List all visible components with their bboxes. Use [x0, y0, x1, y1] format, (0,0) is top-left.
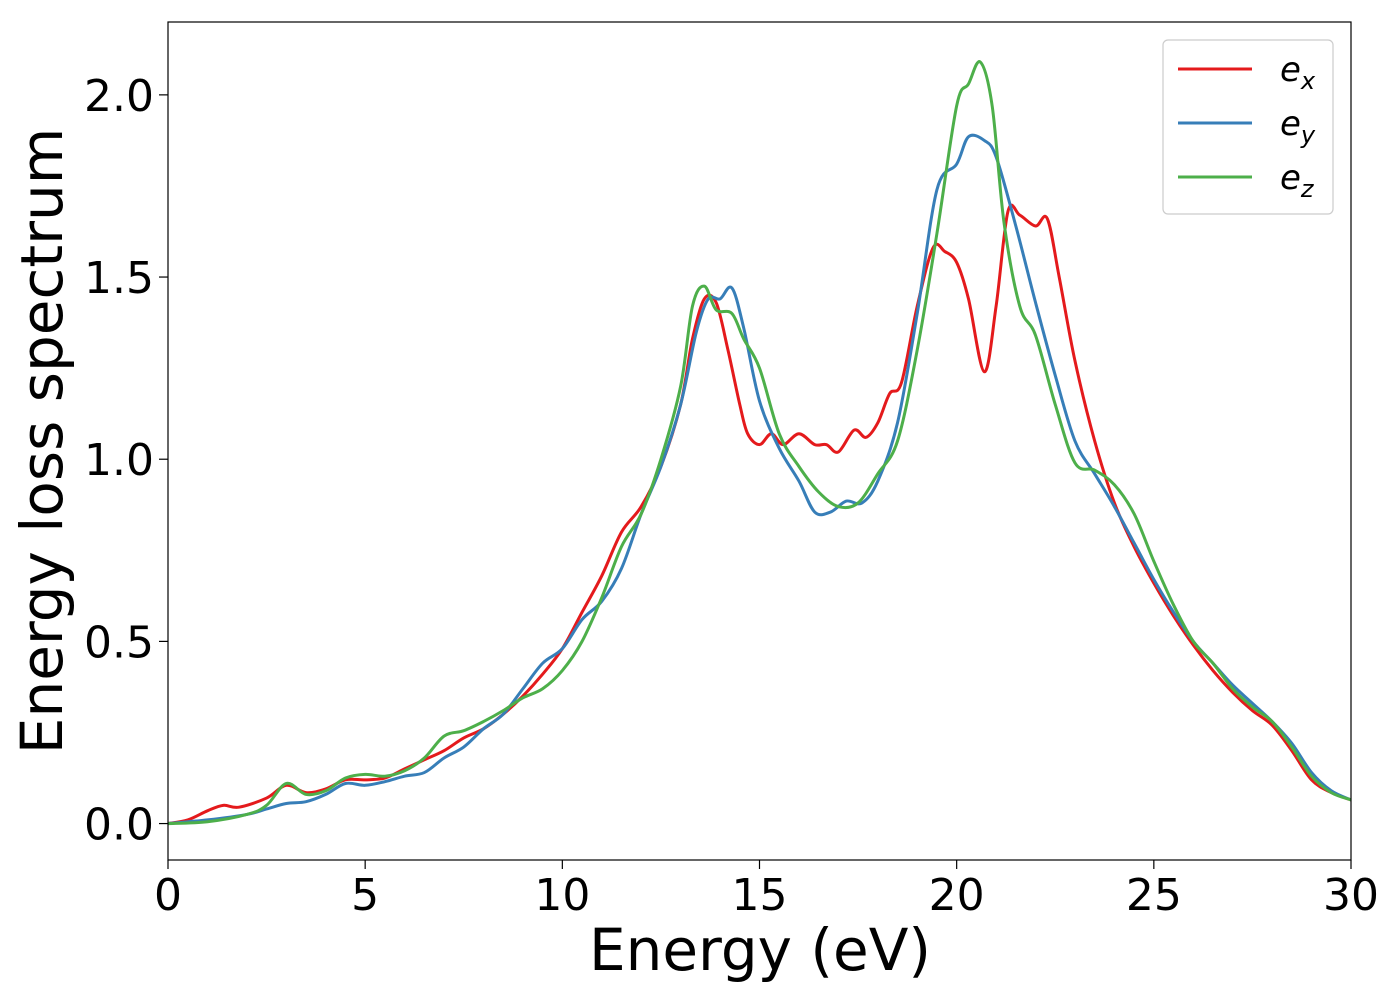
y-tick-label: 1.5	[84, 253, 154, 304]
x-tick-label: 20	[929, 870, 985, 921]
y-tick-label: 1.0	[84, 435, 154, 486]
y-tick-label: 0.0	[84, 800, 154, 851]
x-tick-label: 5	[351, 870, 379, 921]
x-tick-label: 0	[154, 870, 182, 921]
legend-label: ex	[1280, 50, 1316, 95]
series-line-e-y	[168, 133, 1351, 826]
y-axis-ticks: 0.0 0.5 1.0 1.5 2.0	[84, 71, 168, 851]
y-tick-label: 0.5	[84, 617, 154, 668]
legend-label: ez	[1280, 158, 1315, 203]
legend-label: ey	[1280, 104, 1316, 149]
series-line-e-x	[168, 203, 1351, 826]
x-axis-title: Energy (eV)	[589, 916, 931, 984]
x-axis-ticks: 0 5 10 15 20 25 30	[154, 860, 1379, 921]
x-tick-label: 10	[534, 870, 590, 921]
legend: ex ey ez	[1162, 39, 1334, 215]
x-tick-label: 25	[1126, 870, 1182, 921]
series-line-e-z	[168, 60, 1351, 826]
x-tick-label: 15	[732, 870, 788, 921]
y-axis-title: Energy loss spectrum	[8, 128, 76, 754]
y-tick-label: 2.0	[84, 71, 154, 122]
x-tick-label: 30	[1323, 870, 1379, 921]
legend-box	[1162, 39, 1334, 215]
series-layer	[168, 60, 1351, 826]
